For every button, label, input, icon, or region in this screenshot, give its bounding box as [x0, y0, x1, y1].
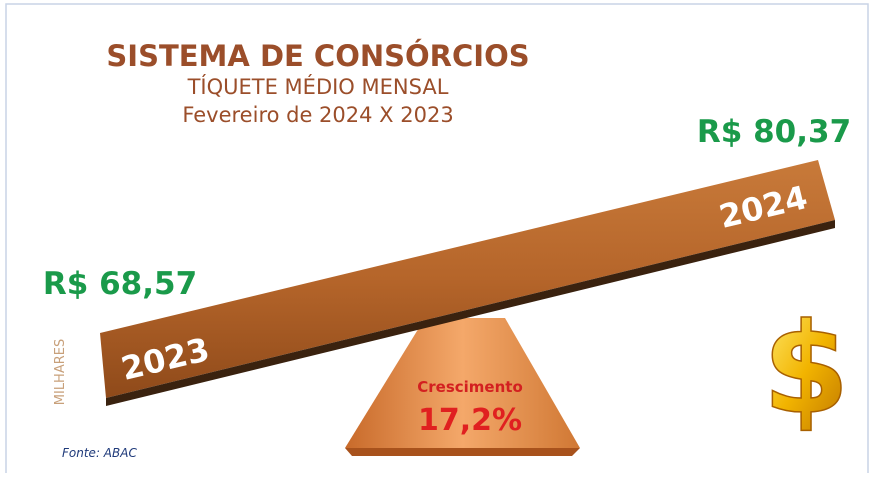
plank-edge [106, 220, 835, 406]
amount-right: R$ 80,37 [697, 114, 851, 150]
period: Fevereiro de 2024 X 2023 [182, 103, 453, 127]
amount-left: R$ 68,57 [43, 266, 197, 302]
growth-value: 17,2% [418, 403, 522, 438]
unit-label: MILHARES [53, 339, 68, 405]
fulcrum-base [345, 448, 580, 456]
source: Fonte: ABAC [62, 446, 137, 460]
fulcrum [345, 318, 580, 448]
dollar-symbol: $ [763, 297, 850, 442]
growth-label: Crescimento [417, 378, 523, 396]
seesaw-plank [100, 160, 835, 398]
subtitle: TÍQUETE MÉDIO MENSAL [187, 74, 449, 99]
title: SISTEMA DE CONSÓRCIOS [106, 39, 529, 73]
